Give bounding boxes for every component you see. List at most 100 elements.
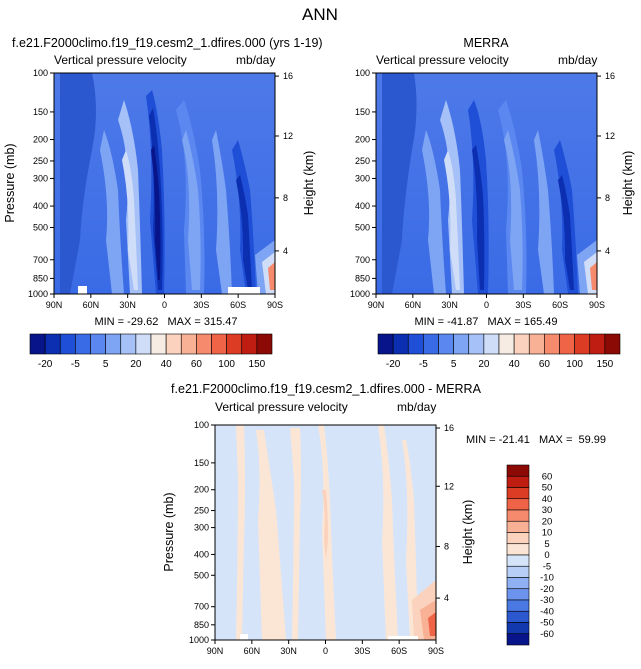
colorbar-swatch [506,532,530,545]
colorbar-swatch [468,333,485,355]
y-tick-label: 500 [33,222,48,232]
colorbar-swatch [513,333,530,355]
colorbar-label: 0 [544,550,549,561]
colorbar-label: 40 [161,359,173,370]
panel-units-label: mb/day [558,53,597,67]
y-tick-label: 150 [355,107,370,117]
figure-title: ANN [302,5,338,24]
y-right-axis-label: Height (km) [461,500,475,565]
colorbar-label: 100 [218,359,235,370]
y-tick-label: 150 [194,458,209,468]
x-tick-label: 60S [552,300,568,310]
colorbar-swatch [506,577,530,590]
panel-left-label: Vertical pressure velocity [54,53,187,67]
colorbar-swatch [438,333,454,355]
colorbar-swatch [506,565,530,578]
colorbar-swatch [506,464,530,477]
y-right-tick-label: 8 [283,193,288,203]
colorbar-swatch [453,333,470,355]
colorbar-label: -30 [540,595,554,606]
colorbar-label: 150 [597,359,614,370]
colorbar-label: 20 [478,359,490,370]
x-tick-label: 30S [515,300,531,310]
colorbar-label: -50 [540,618,554,629]
x-tick-label: 90N [46,300,63,310]
colorbar-swatch [407,333,424,355]
contour-field [215,425,436,640]
colorbar-label: 20 [130,359,142,370]
colorbar-swatch [256,333,273,355]
y-tick-label: 1000 [28,289,48,299]
colorbar-swatch [559,333,575,355]
colorbar-label: 5 [544,539,549,550]
y-tick-label: 500 [194,570,209,580]
min-max-stats: MIN = -29.62 MAX = 315.47 [94,316,237,328]
y-right-tick-label: 12 [444,481,454,491]
x-tick-label: 0 [323,646,328,656]
colorbar-label: 100 [566,359,583,370]
colorbar-swatch [574,333,591,355]
colorbar-label: -5 [419,359,428,370]
y-tick-label: 1000 [350,289,370,299]
colorbar-swatch [44,333,61,355]
panel-model: f.e21.F2000climo.f19_f19.cesm2_1.dfires.… [3,36,323,328]
y-tick-label: 100 [33,68,48,78]
panel-units-label: mb/day [236,53,275,67]
y-tick-label: 400 [355,201,370,211]
colorbar-swatch [544,333,560,355]
colorbar-swatch [506,554,530,567]
x-tick-label: 60S [391,646,407,656]
y-tick-label: 300 [33,173,48,183]
colorbar-swatch [75,333,91,355]
colorbar-label: 5 [103,359,109,370]
colorbar-swatch [506,498,530,511]
colorbar-swatch [528,333,545,355]
colorbar-swatch [506,543,530,556]
panel-merra: MERRA Vertical pressure velocity mb/day … [350,36,635,328]
y-tick-label: 850 [194,620,209,630]
colorbar-swatch [483,333,500,355]
colorbar-label: 30 [542,505,553,516]
axis-ticks: 90N 60N 30N 0 30S 60S 90S 100 150 200 250 300 400 500… [189,420,454,656]
y-right-tick-label: 16 [283,71,293,81]
y-tick-label: 200 [194,485,209,495]
colorbar-label: -5 [71,359,80,370]
panel-left-label: Vertical pressure velocity [376,53,509,67]
x-tick-label: 90S [428,646,444,656]
y-tick-label: 250 [355,156,370,166]
colorbar-label: 60 [542,471,553,482]
colorbar-swatch [241,333,258,355]
y-tick-label: 250 [194,506,209,516]
y-tick-label: 400 [33,201,48,211]
x-tick-label: 90S [589,300,605,310]
colorbar-label: 5 [451,359,457,370]
colorbar-swatch [506,599,530,612]
colorbar-swatch [377,333,394,355]
colorbar-swatch [506,610,530,623]
colorbar-swatch [135,333,152,355]
colorbar-label: 40 [509,359,521,370]
colorbar-swatch [180,333,197,355]
y-tick-label: 150 [33,107,48,117]
panel-title: f.e21.F2000climo.f19_f19.cesm2_1.dfires.… [171,382,482,396]
colorbar-label: 150 [249,359,266,370]
colorbar-swatch [196,333,212,355]
y-right-tick-label: 16 [605,71,615,81]
panel-left-label: Vertical pressure velocity [215,400,348,414]
panel-title: f.e21.F2000climo.f19_f19.cesm2_1.dfires.… [12,36,323,50]
colorbar-label: 60 [191,359,203,370]
colorbar-swatch [226,333,243,355]
colorbar-swatch [150,333,167,355]
y-tick-label: 100 [355,68,370,78]
x-tick-label: 0 [162,300,167,310]
y-tick-label: 700 [355,255,370,265]
colorbar-label: -60 [540,629,554,640]
y-tick-label: 200 [33,135,48,145]
x-tick-label: 90N [368,300,385,310]
colorbar-swatch [506,633,530,646]
colorbar-swatch [165,333,182,355]
colorbar-swatch [506,475,530,488]
colorbar-swatch [423,333,439,355]
x-tick-label: 30S [193,300,209,310]
